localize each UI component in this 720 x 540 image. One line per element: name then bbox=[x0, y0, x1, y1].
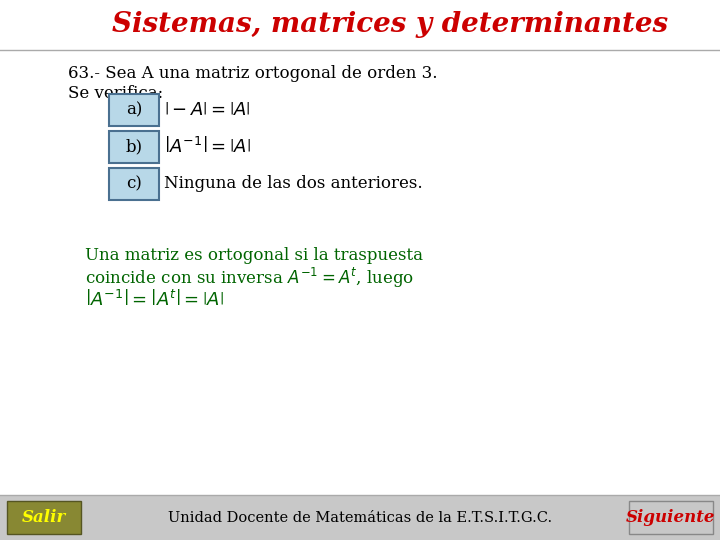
FancyBboxPatch shape bbox=[109, 94, 159, 126]
FancyBboxPatch shape bbox=[0, 495, 720, 540]
FancyBboxPatch shape bbox=[629, 501, 713, 534]
Text: $\left|A^{-1}\right|=\left|A^{t}\right|=\left|A\right|$: $\left|A^{-1}\right|=\left|A^{t}\right|=… bbox=[85, 290, 224, 310]
Text: Siguiente: Siguiente bbox=[626, 510, 716, 526]
Text: b): b) bbox=[125, 138, 143, 156]
Text: c): c) bbox=[126, 176, 142, 192]
Text: Salir: Salir bbox=[22, 510, 66, 526]
Text: coincide con su inversa $A^{-1}=A^{t}$, luego: coincide con su inversa $A^{-1}=A^{t}$, … bbox=[85, 266, 414, 290]
Text: Unidad Docente de Matemáticas de la E.T.S.I.T.G.C.: Unidad Docente de Matemáticas de la E.T.… bbox=[168, 511, 552, 525]
Text: Se verifica:: Se verifica: bbox=[68, 84, 163, 102]
Text: $\left|A^{-1}\right| = \left|A\right|$: $\left|A^{-1}\right| = \left|A\right|$ bbox=[164, 137, 251, 157]
Text: a): a) bbox=[126, 102, 142, 118]
FancyBboxPatch shape bbox=[109, 131, 159, 163]
FancyBboxPatch shape bbox=[109, 168, 159, 200]
Text: Sistemas, matrices y determinantes: Sistemas, matrices y determinantes bbox=[112, 11, 668, 38]
Text: 63.- Sea A una matriz ortogonal de orden 3.: 63.- Sea A una matriz ortogonal de orden… bbox=[68, 64, 438, 82]
Text: Ninguna de las dos anteriores.: Ninguna de las dos anteriores. bbox=[164, 176, 423, 192]
Text: $\left|-A\right| = \left|A\right|$: $\left|-A\right| = \left|A\right|$ bbox=[164, 101, 251, 119]
FancyBboxPatch shape bbox=[0, 50, 720, 495]
FancyBboxPatch shape bbox=[0, 0, 720, 50]
Text: Una matriz es ortogonal si la traspuesta: Una matriz es ortogonal si la traspuesta bbox=[85, 247, 423, 265]
FancyBboxPatch shape bbox=[7, 501, 81, 534]
